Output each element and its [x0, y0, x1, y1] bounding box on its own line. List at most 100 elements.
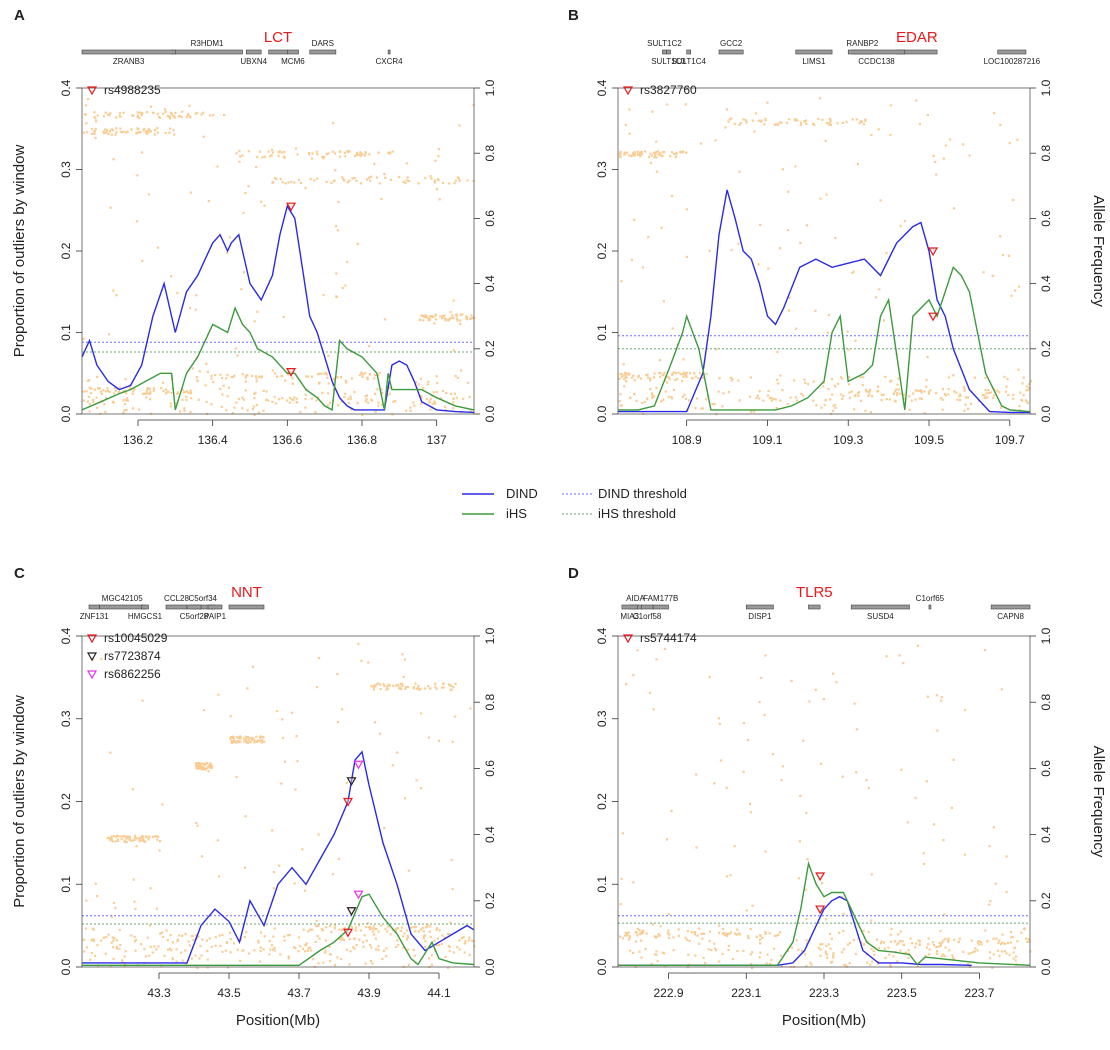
allele-point — [226, 251, 229, 254]
allele-point — [730, 248, 733, 252]
allele-point — [721, 952, 724, 955]
allele-point — [845, 120, 848, 123]
allele-point — [718, 931, 721, 934]
allele-point — [805, 122, 808, 126]
allele-point — [402, 946, 405, 949]
allele-point — [766, 101, 769, 104]
allele-point — [93, 132, 96, 135]
legend: DIND iHS DIND threshold iHS threshold — [462, 486, 687, 521]
allele-point — [251, 738, 254, 741]
allele-point — [142, 129, 145, 132]
allele-point — [135, 845, 138, 848]
allele-point — [862, 376, 865, 379]
allele-point — [987, 388, 990, 392]
dind-series-line — [618, 895, 972, 966]
allele-point — [723, 934, 726, 937]
allele-point — [134, 836, 137, 839]
allele-point — [870, 947, 873, 950]
allele-point — [421, 314, 425, 317]
allele-point — [962, 143, 965, 146]
allele-point — [162, 389, 165, 392]
allele-point — [214, 936, 217, 939]
allele-point — [311, 928, 314, 931]
allele-point — [387, 683, 390, 686]
allele-point — [863, 943, 866, 946]
allele-point — [154, 835, 157, 838]
allele-point — [195, 764, 198, 767]
allele-point — [143, 127, 146, 130]
allele-point — [985, 392, 988, 395]
allele-point — [144, 840, 147, 843]
allele-point — [730, 379, 733, 382]
allele-point — [181, 110, 184, 113]
gene-bar — [990, 604, 1031, 610]
allele-point — [244, 735, 247, 738]
allele-point — [243, 740, 246, 743]
allele-point — [744, 119, 748, 122]
allele-point — [169, 934, 172, 937]
x-tick-label: 223.3 — [809, 986, 839, 1000]
allele-point — [812, 122, 815, 125]
allele-point — [280, 782, 283, 785]
allele-point — [786, 229, 789, 232]
allele-point — [698, 372, 701, 375]
allele-point — [412, 948, 415, 951]
allele-point — [663, 965, 666, 968]
allele-point — [374, 948, 378, 951]
allele-point — [333, 964, 337, 967]
allele-point — [241, 154, 244, 157]
allele-point — [862, 929, 865, 932]
allele-point — [1026, 402, 1030, 405]
allele-point — [779, 374, 782, 377]
allele-point — [378, 182, 381, 185]
allele-point — [448, 949, 451, 952]
allele-point — [89, 391, 93, 395]
allele-point — [829, 932, 832, 935]
allele-point — [299, 945, 302, 948]
allele-point — [195, 821, 198, 824]
x-tick-label: 43.5 — [217, 986, 241, 1000]
allele-point — [818, 97, 822, 100]
allele-point — [625, 151, 629, 154]
gene-label: AIDA — [626, 594, 645, 603]
allele-point — [94, 882, 97, 885]
allele-point — [429, 925, 432, 928]
allele-point — [176, 392, 179, 395]
allele-point — [981, 393, 984, 397]
allele-point — [195, 376, 198, 379]
allele-point — [374, 410, 377, 413]
allele-point — [799, 123, 802, 126]
allele-point — [144, 955, 148, 958]
y2-tick-label: 0.4 — [1039, 275, 1053, 292]
allele-point — [405, 179, 408, 182]
allele-point — [162, 935, 165, 938]
allele-point — [942, 839, 945, 842]
allele-point — [427, 736, 430, 739]
allele-point — [347, 397, 350, 401]
y-axis-title: Proportion of outliers by window — [11, 145, 28, 358]
allele-point — [925, 378, 928, 382]
allele-point — [259, 950, 262, 953]
allele-point — [381, 392, 384, 395]
allele-point — [698, 927, 701, 930]
allele-point — [684, 151, 688, 154]
allele-point — [994, 882, 997, 885]
allele-point — [254, 740, 257, 743]
allele-point — [673, 152, 676, 156]
allele-point — [316, 935, 319, 938]
allele-point — [145, 396, 148, 399]
allele-point — [459, 319, 462, 322]
allele-point — [141, 836, 144, 840]
allele-point — [389, 152, 392, 155]
allele-point — [323, 372, 326, 375]
allele-point — [344, 284, 347, 287]
allele-point — [274, 177, 277, 180]
gene-bar — [997, 49, 1027, 55]
y-tick-label: 0.1 — [595, 876, 609, 893]
allele-point — [245, 741, 248, 744]
allele-point — [452, 316, 455, 320]
allele-point — [768, 932, 771, 935]
allele-point — [449, 311, 452, 314]
allele-point — [304, 944, 307, 947]
allele-point — [210, 403, 213, 406]
